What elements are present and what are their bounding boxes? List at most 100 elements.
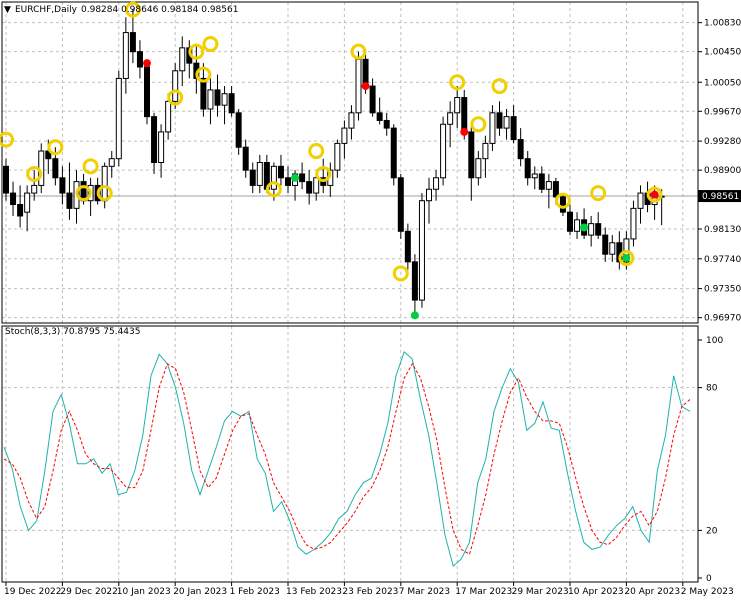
header-ohlc: 0.98284 0.98646 0.98184 0.98561 xyxy=(81,5,238,15)
time-tick-label: 17 Mar 2023 xyxy=(455,587,512,597)
candle-bear xyxy=(214,89,221,106)
time-tick-label: 29 Dec 2022 xyxy=(60,587,118,597)
candle-bull xyxy=(454,97,461,114)
candle-bull xyxy=(630,207,637,240)
red-signal-dot xyxy=(361,82,370,91)
candle-bull xyxy=(24,192,31,213)
candle-bear xyxy=(144,66,150,118)
candle-bear xyxy=(235,112,242,148)
candle-bear xyxy=(468,131,475,179)
time-tick-label: 2 May 2023 xyxy=(681,587,734,597)
circle-signal-marker xyxy=(308,143,325,160)
circle-signal-marker xyxy=(491,78,508,95)
red-signal-dot xyxy=(460,127,469,136)
candle-bull xyxy=(545,181,552,190)
candle-bull xyxy=(531,173,538,179)
time-tick-label: 20 Jan 2023 xyxy=(173,587,227,597)
price-panel-frame xyxy=(1,1,699,324)
candle-bear xyxy=(200,77,207,110)
price-tick-label: 0.99280 xyxy=(704,137,741,147)
candle-bull xyxy=(115,77,122,160)
price-tick-label: 1.00050 xyxy=(704,78,741,88)
stochastic-lines xyxy=(3,351,691,568)
current-price-label: 0.98561 xyxy=(702,192,739,202)
candle-bear xyxy=(242,146,249,171)
header-arrow[interactable]: ▼ xyxy=(4,5,11,15)
time-tick-label: 23 Feb 2023 xyxy=(342,587,398,597)
candle-bear xyxy=(538,173,545,190)
candle-bull xyxy=(609,242,616,255)
price-tick-label: 0.97350 xyxy=(704,285,741,295)
candle-bear xyxy=(602,234,609,255)
candle-bull xyxy=(475,158,482,179)
candle-bear xyxy=(136,51,143,68)
circle-signal-marker xyxy=(265,181,282,198)
header-symbol: EURCHF,Daily xyxy=(15,5,78,15)
circle-signal-marker xyxy=(26,165,43,182)
circle-signal-marker xyxy=(195,66,212,83)
candle-bull xyxy=(447,112,454,125)
green-signal-dot xyxy=(291,173,300,182)
stoch-axis: 100 80 20 0 xyxy=(698,336,723,584)
circle-signal-marker xyxy=(554,192,571,209)
candle-bear xyxy=(362,58,369,87)
red-signal-dot xyxy=(143,59,151,68)
candle-bull xyxy=(31,184,38,194)
green-signal-dot xyxy=(410,311,419,320)
candle-bear xyxy=(496,112,503,129)
candle-bull xyxy=(101,165,108,202)
circle-signal-marker xyxy=(96,185,113,202)
stoch-panel-frame xyxy=(1,325,699,583)
candle-bull xyxy=(341,127,348,144)
time-tick-label: 10 Apr 2023 xyxy=(568,587,624,597)
candle-bull xyxy=(207,89,214,110)
time-tick-label: 7 Mar 2023 xyxy=(399,587,450,597)
price-tick-label: 0.96970 xyxy=(704,314,741,324)
time-tick-label: 13 Feb 2023 xyxy=(286,587,342,597)
candle-bear xyxy=(306,181,313,194)
candle-bull xyxy=(313,177,320,194)
candle-bull xyxy=(179,47,186,72)
candle-bear xyxy=(369,85,376,114)
time-tick-label: 10 Jan 2023 xyxy=(117,587,171,597)
candle-bull xyxy=(426,188,432,202)
candle-bear xyxy=(404,230,411,263)
candle-bear xyxy=(285,177,291,186)
circle-signal-marker xyxy=(470,116,487,133)
candle-bear xyxy=(17,204,24,217)
candle-bear xyxy=(3,165,9,194)
candle-bear xyxy=(559,196,566,213)
candle-bull xyxy=(122,32,129,79)
circle-signal-marker xyxy=(124,1,141,18)
green-signal-dot xyxy=(622,254,631,263)
candle-bull xyxy=(270,165,277,190)
circle-signal-marker xyxy=(202,36,219,53)
candle-bull xyxy=(489,112,496,144)
candle-bear xyxy=(552,181,559,198)
candle-bear xyxy=(228,93,235,114)
candle-bear xyxy=(397,177,404,232)
price-tick-label: 0.97740 xyxy=(704,255,741,265)
candle-bear xyxy=(411,261,418,301)
candle-bull xyxy=(482,142,489,160)
time-tick-label: 1 Feb 2023 xyxy=(230,587,280,597)
price-tick-label: 0.98130 xyxy=(704,225,741,235)
candle-bear xyxy=(151,116,158,164)
stoch-tick-label: 0 xyxy=(706,574,712,584)
candlestick-series xyxy=(3,9,665,312)
candle-bear xyxy=(129,32,136,53)
candle-bear xyxy=(299,173,306,183)
circle-signal-marker xyxy=(350,43,367,60)
stoch-tick-label: 100 xyxy=(706,336,723,346)
candle-bull xyxy=(108,158,115,167)
candle-bull xyxy=(256,162,263,186)
stoch-tick-label: 20 xyxy=(706,526,718,536)
circle-signal-marker xyxy=(47,139,64,156)
candle-bull xyxy=(503,116,510,129)
candle-bull xyxy=(588,223,595,236)
candle-bull xyxy=(334,142,341,171)
candle-bull xyxy=(165,100,172,133)
circle-signal-marker xyxy=(0,131,14,148)
candle-bull xyxy=(355,58,362,114)
